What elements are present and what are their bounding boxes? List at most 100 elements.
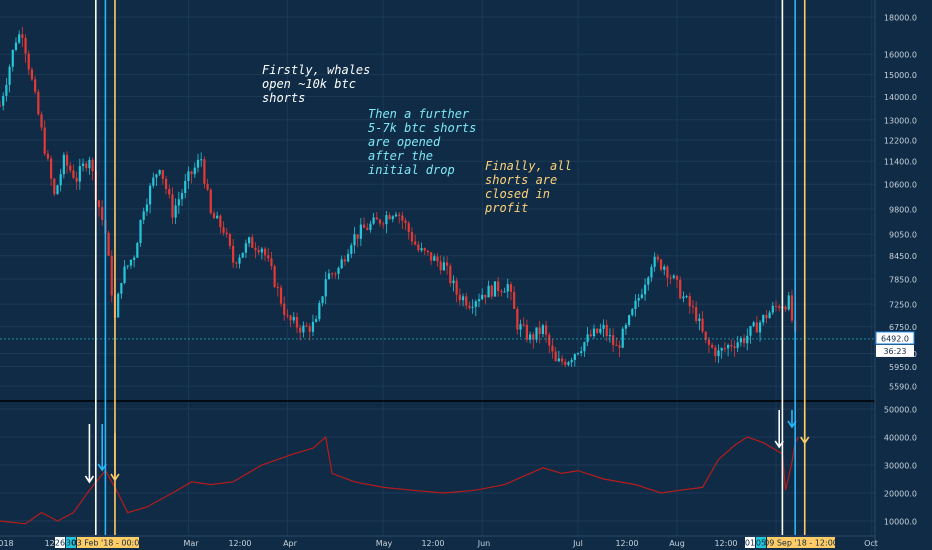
event-arrow-head [97,463,107,472]
candle-body [410,232,414,242]
candle-body [145,204,148,212]
candle-body [771,305,774,313]
candle-body [691,306,695,308]
candle-body [129,259,133,266]
candle-body [628,315,631,325]
candle-body [631,309,634,316]
candle-body [573,354,576,360]
price-tick-label: 5950.0 [889,363,917,372]
candle-body [742,338,746,344]
candle-body [663,266,666,270]
candle-body [560,358,564,362]
candle-body [101,207,104,220]
candle-body [203,159,206,184]
candle-body [126,265,129,267]
candle-body [78,166,81,182]
candle-body [762,314,765,323]
candle-body [414,241,417,245]
candle-body [244,243,247,253]
time-axis-label: Apr [283,539,298,548]
candle-body [720,348,723,351]
candle-body [375,217,378,220]
candle-body [426,250,430,253]
annotation-further-shorts: Then a further 5-7k btc shorts are opened a… [368,107,476,177]
candle-body [164,178,168,189]
candle-body [27,53,30,70]
candle-body [599,328,602,333]
candle-body [519,324,522,330]
volume-tick-label: 20000.0 [884,490,917,499]
time-axis-label: Oct [864,539,878,548]
candle-body [247,237,251,244]
candle-body [190,171,193,175]
volume-series-line [0,435,799,525]
candle-body [385,215,388,225]
candle-body [484,294,487,298]
candle-body [506,284,509,292]
candle-body [334,273,337,275]
candle-body [196,159,200,168]
candle-body [382,223,385,225]
candle-body [420,248,423,251]
candle-body [461,296,465,301]
candle-body [238,257,241,264]
candle-body [736,342,739,348]
candle-body [532,334,535,340]
candle-body [251,237,254,248]
candle-body [538,327,541,335]
candle-body [235,262,238,264]
candle-body [468,305,471,308]
price-tick-label: 11400.0 [884,158,917,167]
candle-body [596,328,599,333]
candle-body [682,296,685,299]
candle-body [21,34,24,38]
last-price-tag [875,331,915,345]
time-axis-label: 018 [0,539,14,548]
candle-body [704,331,707,340]
candle-body [417,244,420,251]
candle-body [525,324,529,340]
time-axis-label: 12:00 [228,539,251,548]
candle-body [778,306,781,308]
candle-body [714,347,717,357]
candle-body [305,325,308,327]
candle-body [283,303,286,315]
candle-body [308,326,311,332]
marker-cyan-box: 05 [756,539,766,548]
time-axis-label: Jul [572,539,583,548]
candle-body [576,353,580,355]
candle-body [34,79,37,92]
candle-body [97,200,101,208]
candle-body [171,194,174,218]
candle-body [407,223,410,233]
candle-body [580,351,583,354]
candle-body [337,268,340,274]
candle-body [666,266,669,278]
price-tick-label: 7850.0 [889,275,917,284]
candle-body [270,258,273,267]
candle-body [758,322,762,333]
time-axis-label: 12:00 [714,539,737,548]
candle-body [698,318,701,321]
time-axis-label: 12:00 [615,539,638,548]
candle-body [43,127,46,154]
candle-body [774,305,778,307]
marker-white-box-bg [745,537,755,548]
time-axis-label: 12: [45,539,58,548]
candle-body [289,315,292,321]
candle-body [669,277,672,279]
candle-body [343,259,346,262]
price-tick-label: 7250.0 [889,301,917,310]
candle-body [490,285,493,297]
candle-body [133,257,136,260]
candle-body [688,296,691,307]
candle-body [535,327,538,340]
candle-body [436,256,439,262]
price-tick-label: 16000.0 [884,51,917,60]
candle-body [72,170,75,178]
candle-body [790,295,794,321]
countdown-tag [876,344,914,357]
time-axis-label: Aug [669,539,685,548]
candle-body [634,300,637,310]
